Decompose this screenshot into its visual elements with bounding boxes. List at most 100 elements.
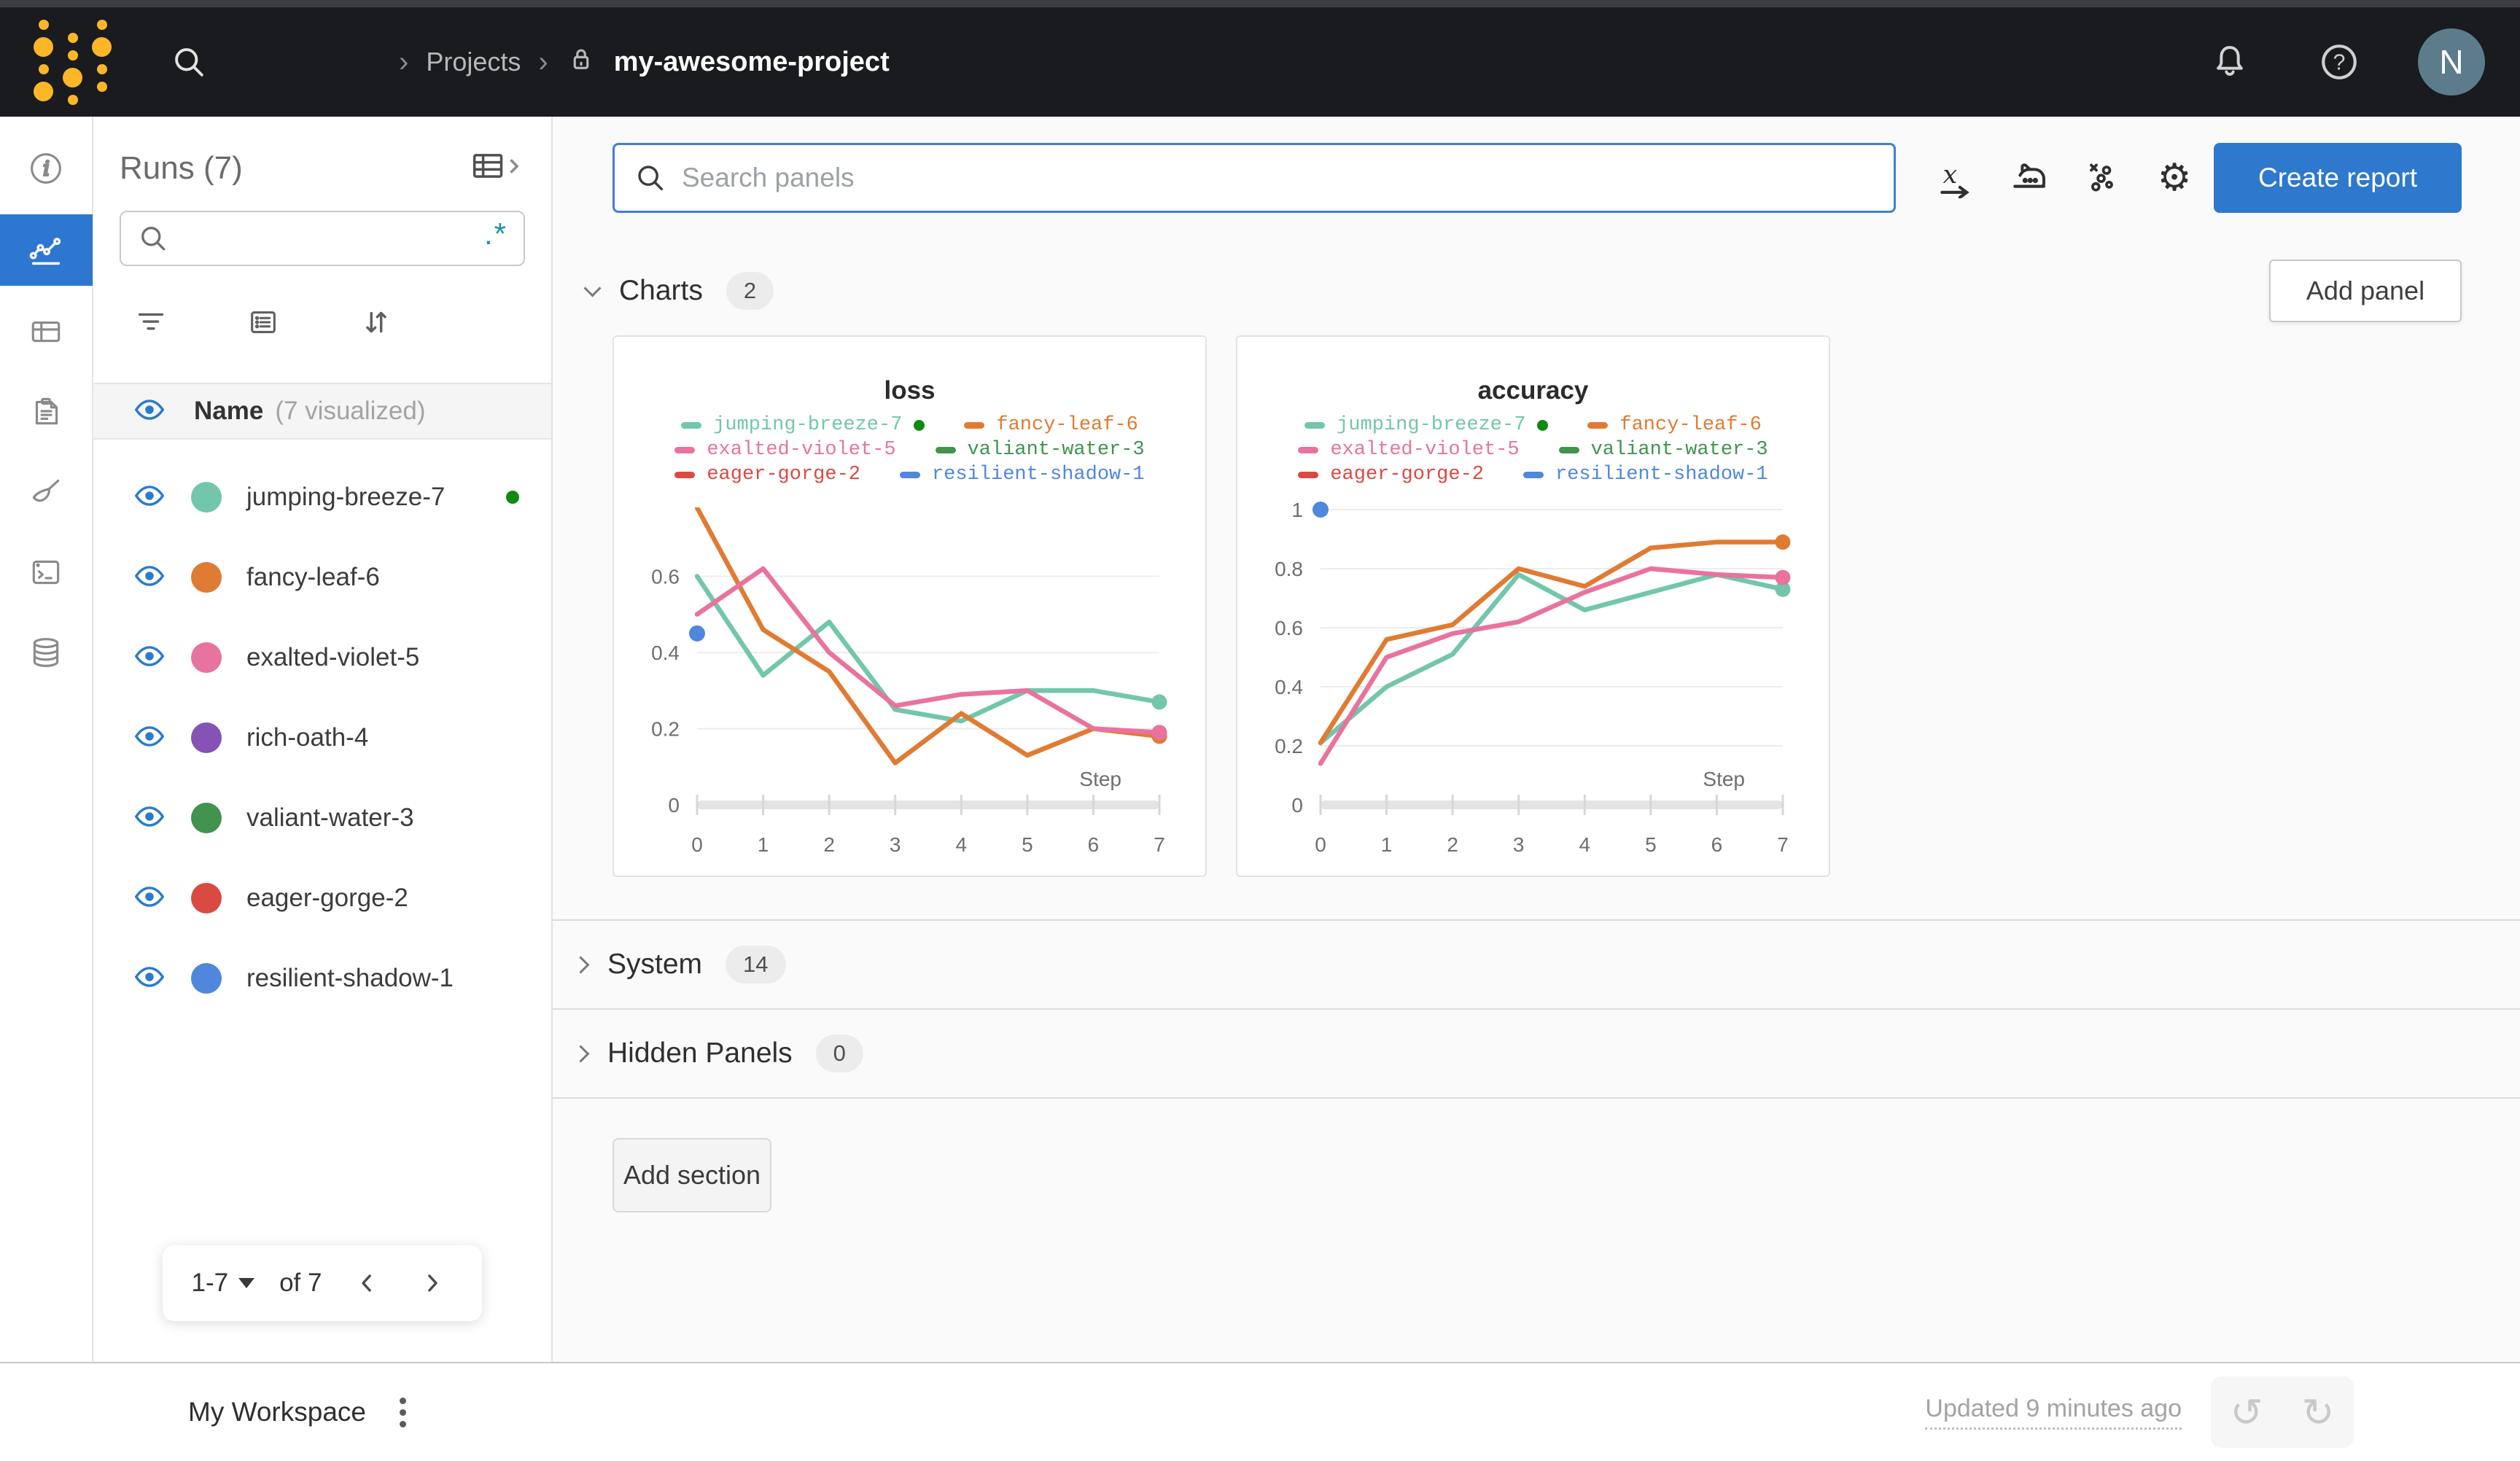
wandb-logo-icon[interactable] [34,19,112,105]
panel-search-input[interactable] [682,163,1875,193]
legend-label: jumping-breeze-7 [1337,414,1526,436]
svg-text:0.6: 0.6 [1275,617,1303,639]
notifications-bell-icon[interactable] [2199,31,2260,93]
runs-list-header[interactable]: Name (7 visualized) [93,383,551,440]
workspace-menu-kebab-icon[interactable] [392,1390,413,1435]
add-section-button[interactable]: Add section [612,1138,771,1212]
runs-title: Runs (7) [120,149,243,186]
regex-toggle[interactable]: .* [483,217,508,252]
svg-text:4: 4 [1579,833,1590,856]
run-color-swatch [191,482,222,513]
run-visibility-eye-icon[interactable] [133,880,166,917]
svg-text:2: 2 [823,833,835,856]
sort-runs-icon[interactable] [357,304,394,340]
charts-section-label[interactable]: Charts [619,275,703,306]
run-list-item[interactable]: fancy-leaf-6 [93,537,551,617]
nav-overview-icon[interactable]: i [0,128,93,209]
legend-item[interactable]: fancy-leaf-6 [964,414,1138,436]
run-visibility-eye-icon[interactable] [133,720,166,757]
legend-label: jumping-breeze-7 [713,414,903,436]
breadcrumb-project-name[interactable]: my-awesome-project [613,46,890,77]
run-list-item[interactable]: valiant-water-3 [93,778,551,858]
nav-workspace-charts-icon[interactable] [0,214,93,286]
lock-icon [566,44,596,81]
legend-item[interactable]: valiant-water-3 [935,439,1145,461]
breadcrumb-separator: › [399,45,409,78]
run-visibility-eye-icon[interactable] [133,639,166,677]
panel-card-accuracy[interactable]: accuracy jumping-breeze-7 fancy-leaf-6 exa… [1236,335,1830,877]
legend-item[interactable]: valiant-water-3 [1558,439,1768,461]
legend-item[interactable]: resilient-shadow-1 [1522,464,1768,486]
add-panel-button[interactable]: Add panel [2269,260,2462,322]
prev-page-icon[interactable] [346,1263,387,1304]
svg-text:0: 0 [691,833,703,856]
create-report-button[interactable]: Create report [2214,143,2462,213]
legend-label: fancy-leaf-6 [1619,414,1762,436]
redo-icon[interactable]: ↻ [2301,1389,2335,1435]
legend-item[interactable]: eager-gorge-2 [674,464,860,486]
hidden-panels-expand-chevron-icon[interactable] [572,1044,590,1063]
nav-logs-icon[interactable] [0,372,93,452]
runs-search-input[interactable] [181,224,472,253]
panel-legend: jumping-breeze-7 fancy-leaf-6 exalted-viol… [1237,414,1829,486]
group-runs-icon[interactable] [245,304,281,340]
legend-swatch [935,446,956,453]
svg-text:0: 0 [1291,794,1303,817]
filter-runs-icon[interactable] [133,304,169,340]
run-visibility-eye-icon[interactable] [133,479,166,516]
last-updated-text: Updated 9 minutes ago [1925,1395,2182,1430]
legend-swatch [1298,446,1319,453]
page-size-dropdown[interactable]: 1-7 [192,1269,255,1298]
nav-terminal-icon[interactable] [0,532,93,612]
run-name: jumping-breeze-7 [246,483,446,511]
run-visibility-eye-icon[interactable] [133,960,166,997]
nav-artifacts-icon[interactable] [0,612,93,693]
hidden-panels-section-row[interactable]: Hidden Panels 0 [553,1008,2520,1097]
run-visibility-eye-icon[interactable] [133,559,166,596]
workspace-footer: My Workspace Updated 9 minutes ago ↺ ↻ [0,1362,2520,1461]
open-runs-table-icon[interactable] [468,147,525,189]
legend-swatch [681,421,702,429]
svg-text:0.6: 0.6 [651,565,680,588]
legend-running-indicator [1537,419,1549,431]
toggle-all-visibility-eye-icon[interactable] [133,393,166,430]
undo-icon[interactable]: ↺ [2230,1389,2263,1435]
run-visibility-eye-icon[interactable] [133,800,166,837]
legend-item[interactable]: fancy-leaf-6 [1587,414,1762,436]
system-expand-chevron-icon[interactable] [572,955,590,974]
legend-running-indicator [914,419,925,431]
svg-text:0: 0 [1315,833,1326,856]
run-list-item[interactable]: exalted-violet-5 [93,617,551,698]
legend-item[interactable]: jumping-breeze-7 [681,414,925,436]
legend-item[interactable]: exalted-violet-5 [1298,439,1520,461]
legend-label: eager-gorge-2 [1330,464,1484,486]
next-page-icon[interactable] [412,1263,453,1304]
run-list-item[interactable]: resilient-shadow-1 [93,938,551,1018]
svg-text:x: x [1943,160,1958,190]
workspace-name[interactable]: My Workspace [188,1397,366,1427]
nav-sweeps-icon[interactable] [0,452,93,532]
legend-item[interactable]: exalted-violet-5 [674,439,896,461]
panel-card-loss[interactable]: loss jumping-breeze-7 fancy-leaf-6 exalted… [612,335,1207,877]
global-search-icon[interactable] [160,33,218,91]
runs-visualized-count: (7 visualized) [275,397,426,425]
run-list-item[interactable]: eager-gorge-2 [93,858,551,938]
charts-collapse-chevron-icon[interactable] [583,278,602,297]
user-avatar[interactable]: N [2418,28,2485,96]
workspace-settings-gear-icon[interactable]: ⚙ [2157,156,2192,200]
x-axis-settings-icon[interactable]: x [1925,147,1986,209]
legend-item[interactable]: eager-gorge-2 [1298,464,1484,486]
legend-item[interactable]: jumping-breeze-7 [1304,414,1549,436]
outliers-icon[interactable] [2071,147,2132,209]
breadcrumb-projects-link[interactable]: Projects [426,47,521,77]
runs-column-name: Name [194,397,264,425]
help-icon[interactable]: ? [2309,31,2370,93]
nav-runs-table-icon[interactable] [0,292,93,372]
smoothing-icon[interactable] [1998,147,2059,209]
runs-search-box: .* [120,211,525,266]
system-section-row[interactable]: System 14 [553,919,2520,1008]
run-list-item[interactable]: rich-oath-4 [93,698,551,778]
run-list-item[interactable]: jumping-breeze-7 [93,457,551,537]
top-navbar: › Projects › my-awesome-project ? N [0,7,2520,117]
legend-item[interactable]: resilient-shadow-1 [899,464,1145,486]
